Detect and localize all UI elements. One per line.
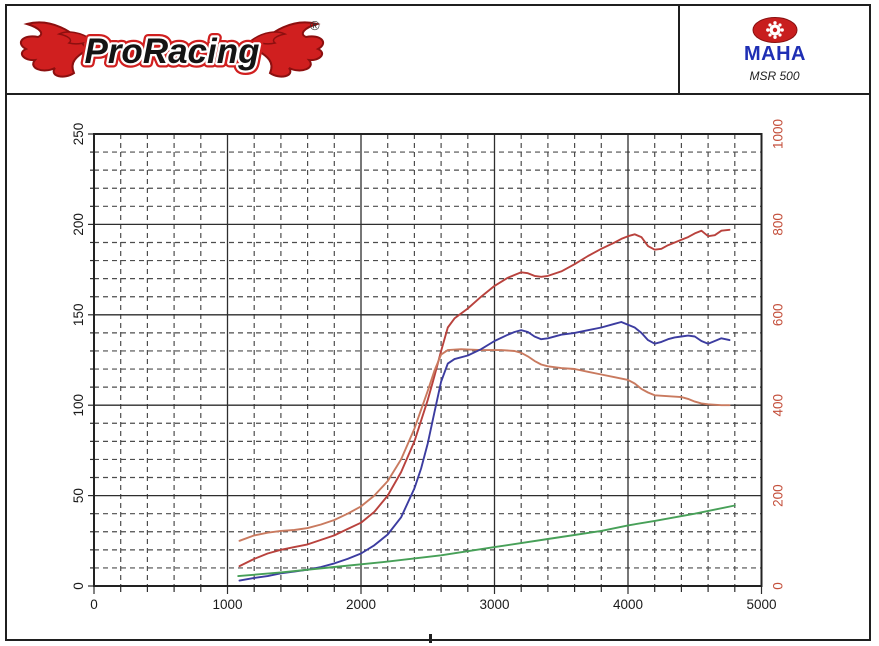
- report-frame: ProRacing ProRacing ProRacing ®: [5, 4, 871, 643]
- flame-icon-right: [250, 21, 324, 78]
- series-green-aux-curve: [237, 504, 736, 578]
- svg-text:ProRacing: ProRacing: [84, 32, 259, 71]
- registered-trademark-icon: ®: [310, 18, 320, 33]
- y-right-tick-label: 600: [771, 304, 786, 327]
- dyno-chart: 0 1000 2000 3000 4000 5000 0 50 100 150 200 250 0 200…: [71, 119, 786, 612]
- brand-wordmark: ProRacing ProRacing ProRacing: [80, 28, 264, 76]
- brand-cell: ProRacing ProRacing ProRacing ®: [7, 6, 680, 93]
- series-salmon-torque-curve: [238, 348, 731, 542]
- y-right-tick-label: 800: [771, 213, 786, 236]
- svg-text:ProRacing: ProRacing: [84, 32, 259, 71]
- flame-icon-left: [20, 21, 94, 78]
- device-model-label: MSR 500: [749, 69, 800, 83]
- axis-ticks: [88, 133, 763, 594]
- x-tick-label: 0: [90, 597, 98, 612]
- y-left-tick-label: 200: [71, 213, 86, 236]
- y-right-tick-label: 400: [771, 394, 786, 417]
- x-tick-label: 1000: [212, 597, 242, 612]
- x-tick-label: 4000: [613, 597, 643, 612]
- maha-logo: MAHA: [744, 17, 806, 65]
- y-right-tick-label: 200: [771, 484, 786, 507]
- grid-minor: [94, 134, 762, 586]
- y-right-tick-label: 0: [771, 582, 786, 590]
- bottom-center-tick: [429, 634, 432, 643]
- y-right-tick-label: 1000: [771, 119, 786, 149]
- grid-major: [94, 134, 762, 586]
- proracing-logo: ProRacing ProRacing ProRacing ®: [20, 18, 324, 78]
- maha-wordmark: MAHA: [744, 43, 806, 65]
- device-cell: MAHA MSR 500: [680, 6, 869, 93]
- y-left-tick-label: 150: [71, 304, 86, 327]
- y-left-tick-label: 250: [71, 123, 86, 146]
- y-left-tick-label: 100: [71, 394, 86, 417]
- y-left-tick-label: 50: [71, 488, 86, 503]
- series-blue-power-curve: [238, 321, 731, 582]
- svg-text:ProRacing: ProRacing: [84, 32, 259, 71]
- series-red-power-curve: [238, 228, 731, 568]
- report-header: ProRacing ProRacing ProRacing ®: [7, 6, 869, 95]
- x-tick-label: 5000: [746, 597, 776, 612]
- x-tick-label: 3000: [479, 597, 509, 612]
- dyno-chart-area: 0 1000 2000 3000 4000 5000 0 50 100 150 200 250 0 200…: [7, 95, 869, 639]
- plot-frame: [93, 133, 763, 587]
- maha-gear-icon: [765, 21, 784, 39]
- x-tick-label: 2000: [346, 597, 376, 612]
- y-left-tick-label: 0: [71, 582, 86, 590]
